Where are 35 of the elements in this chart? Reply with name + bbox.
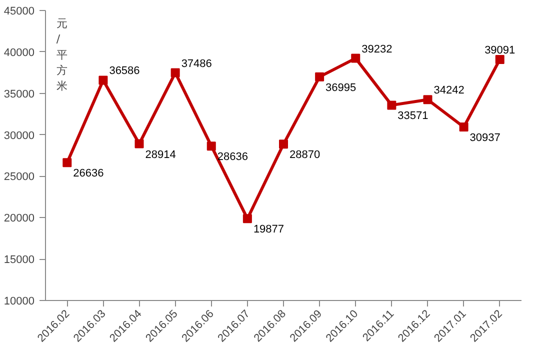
- point: [98, 76, 108, 85]
- data-label: 39091: [484, 44, 516, 56]
- data-label: 28636: [217, 151, 248, 164]
- point: [242, 214, 252, 224]
- point: [495, 54, 504, 64]
- y-axis-title: 元/平方米: [56, 17, 68, 93]
- data-label: 19877: [253, 224, 284, 236]
- data-label: 37486: [181, 58, 212, 70]
- data-label: 36995: [326, 82, 356, 94]
- point: [206, 142, 216, 151]
- point: [62, 158, 72, 168]
- data-label: 36586: [109, 65, 140, 78]
- point: [351, 54, 360, 63]
- y-tick-label: 30000: [4, 130, 35, 142]
- point: [315, 72, 324, 82]
- data-label: 28914: [145, 148, 176, 161]
- data-label: 33571: [398, 110, 428, 122]
- y-tick-label: 25000: [4, 171, 35, 184]
- data-label: 34242: [434, 84, 464, 97]
- data-label: 28870: [290, 149, 320, 162]
- point: [459, 122, 468, 132]
- y-tick-label: 15000: [4, 254, 35, 266]
- point: [134, 139, 144, 148]
- point: [387, 100, 396, 110]
- data-label: 30937: [470, 132, 500, 144]
- y-tick-label: 10000: [4, 296, 35, 308]
- point: [423, 95, 432, 104]
- data-label: 39232: [362, 43, 392, 56]
- point: [279, 140, 288, 149]
- data-label: 26636: [73, 168, 104, 180]
- y-tick-label: 40000: [4, 46, 35, 59]
- y-tick-label: 20000: [4, 212, 35, 225]
- y-tick-label: 45000: [4, 6, 35, 18]
- y-tick-label: 35000: [4, 88, 35, 100]
- point: [170, 68, 180, 78]
